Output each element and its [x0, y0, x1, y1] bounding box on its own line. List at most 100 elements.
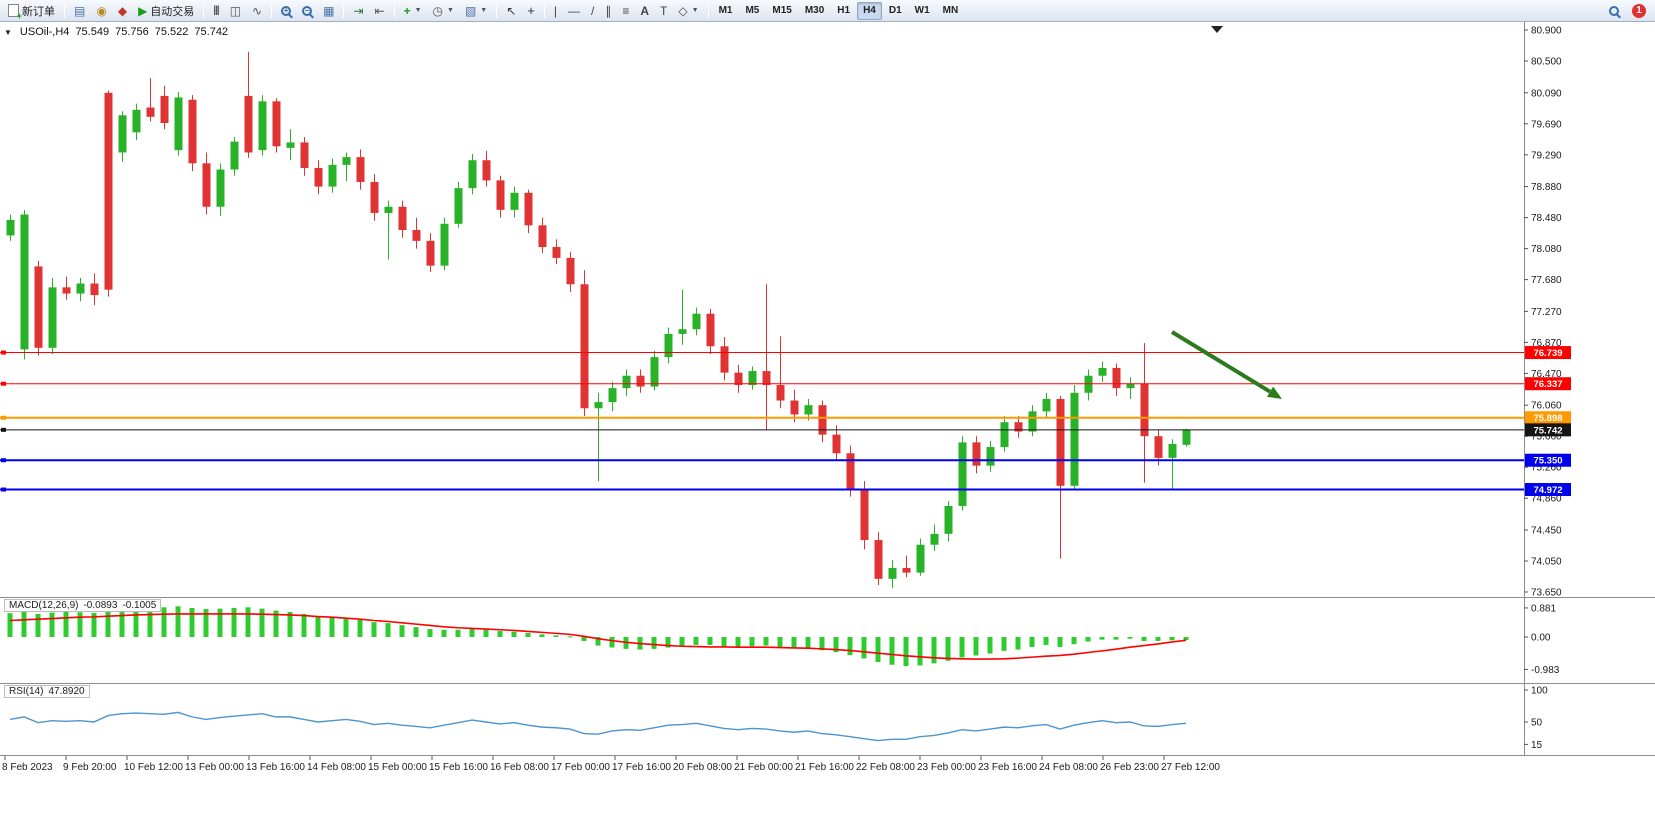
bar-chart-type-button[interactable]: ||| [208, 2, 223, 20]
new-order-button[interactable]: 新订单 [3, 2, 60, 21]
alerts-button[interactable]: ◆ [113, 2, 132, 20]
crosshair-button[interactable]: + [522, 2, 540, 20]
add-indicator-button[interactable]: + ▼ [399, 2, 427, 20]
label-tool-button[interactable]: T [655, 2, 672, 20]
price-axis-label: 79.290 [1531, 150, 1562, 161]
timeframe-m5[interactable]: M5 [739, 2, 765, 20]
candle [1028, 405, 1037, 437]
new-order-icon [8, 4, 22, 21]
ohlc-high: 75.756 [115, 26, 149, 38]
candle [258, 95, 267, 156]
rsi-axis-label: 50 [1531, 718, 1543, 729]
notification-badge[interactable]: 1 [1632, 3, 1646, 18]
trendline-button[interactable]: / [586, 2, 599, 20]
candle [1000, 416, 1009, 452]
chart-shift-icon: ⇤ [374, 3, 385, 18]
timeframe-w1[interactable]: W1 [909, 2, 936, 20]
macd-bar [315, 616, 321, 637]
price-axis-label: 73.650 [1531, 587, 1562, 598]
zoom-in-button[interactable]: + [276, 2, 296, 20]
cursor-button[interactable]: ↖ [501, 2, 521, 20]
chevron-down-icon: ▼ [447, 7, 454, 14]
macd-bar [413, 627, 419, 637]
macd-bar [1183, 637, 1189, 640]
timeframe-d1[interactable]: D1 [883, 2, 908, 20]
timeframe-m1[interactable]: M1 [713, 2, 739, 20]
macd-bar [7, 613, 13, 637]
ohlc-open: 75.549 [75, 26, 110, 38]
channel-button[interactable]: ∥ [600, 2, 616, 20]
horizontal-line-icon: — [568, 3, 581, 18]
macd-bar [763, 637, 769, 646]
macd-bar [679, 637, 685, 647]
timeframe-mn[interactable]: MN [937, 2, 965, 20]
timeframe-h4[interactable]: H4 [857, 1, 882, 20]
candle [958, 436, 967, 511]
macd-bar [735, 637, 741, 647]
rsi-axis-label: 15 [1531, 740, 1543, 751]
support-line-1-tag: 75.350 [1525, 453, 1571, 467]
periods-button[interactable]: ◷ ▼ [428, 2, 459, 20]
one-click-trading-toggle[interactable]: ▼ [4, 27, 12, 37]
zoom-out-button[interactable]: − [297, 2, 317, 20]
autotrading-icon: ▶ [138, 3, 148, 18]
text-icon: A [640, 3, 650, 18]
price-axis-label: 75.660 [1531, 432, 1562, 443]
chart-canvas[interactable]: 80.900 80.500 80.090 79.690 79.290 78.880 78.4… [0, 22, 1655, 826]
charts-button[interactable]: ▤ [69, 2, 90, 20]
macd-value-signal: -0.1005 [122, 600, 157, 611]
macd-bar [511, 631, 517, 637]
toolbar-separator [707, 3, 709, 18]
templates-button[interactable]: ▧ ▼ [460, 2, 492, 20]
time-axis-label: 9 Feb 20:00 [63, 762, 117, 773]
fibonacci-button[interactable]: ≡ [617, 2, 634, 20]
candle [370, 174, 379, 221]
vertical-line-button[interactable]: | [549, 2, 562, 20]
macd-bar [819, 637, 825, 651]
autoscroll-marker[interactable] [1211, 26, 1223, 33]
price-axis-label: 78.480 [1531, 213, 1562, 224]
trend-arrow-annotation[interactable] [1170, 330, 1282, 399]
timeframe-h1[interactable]: H1 [831, 2, 856, 20]
line-chart-type-button[interactable]: ∿ [247, 2, 267, 20]
macd-bar [875, 637, 881, 663]
candle [118, 111, 127, 162]
text-tool-button[interactable]: A [635, 2, 654, 20]
macd-bar [707, 637, 713, 645]
axes: 80.900 80.500 80.090 79.690 79.290 78.880 78.4… [0, 22, 1655, 756]
macd-bar [693, 637, 699, 645]
macd-bar [959, 637, 965, 658]
chart-shift-button[interactable]: ⇤ [370, 2, 390, 20]
candle [664, 327, 673, 364]
autoscroll-button[interactable]: ⇥ [348, 2, 368, 20]
rsi-value: 47.8920 [48, 686, 85, 697]
shapes-button[interactable]: ◇ ▼ [673, 2, 703, 20]
candle [62, 276, 71, 300]
timeframe-m15[interactable]: M15 [766, 2, 797, 20]
chart-window: 80.900 80.500 80.090 79.690 79.290 78.880 78.4… [0, 22, 1655, 826]
resistance-line-2-tag: 76.337 [1525, 377, 1571, 391]
community-button[interactable]: ◉ [91, 2, 111, 20]
autotrading-button[interactable]: ▶ 自动交易 [133, 2, 199, 20]
search-button[interactable] [1604, 2, 1624, 20]
horizontal-line-button[interactable]: — [563, 2, 585, 20]
tile-windows-button[interactable]: ▦ [318, 2, 339, 20]
timeframe-m30[interactable]: M30 [799, 2, 830, 20]
candle [328, 158, 337, 193]
candle [104, 90, 113, 297]
candle [720, 336, 729, 381]
candle [300, 136, 309, 176]
candle [580, 270, 589, 417]
chart-ohlc-display: ▼ USOil-,H4 75.549 75.756 75.522 75.742 [4, 26, 228, 38]
candle [146, 78, 155, 122]
candle [552, 239, 561, 265]
candlestick-type-button[interactable]: ◫ [225, 2, 246, 20]
rsi-line [9, 711, 1187, 742]
time-axis-label: 15 Feb 16:00 [429, 762, 488, 773]
channel-icon: ∥ [605, 3, 612, 18]
candle [468, 154, 477, 195]
svg-text:76.739: 76.739 [1533, 348, 1562, 359]
macd-name: MACD(12,26,9) [9, 600, 79, 611]
cursor-icon: ↖ [506, 3, 517, 18]
price-axis-label: 80.500 [1531, 57, 1562, 68]
